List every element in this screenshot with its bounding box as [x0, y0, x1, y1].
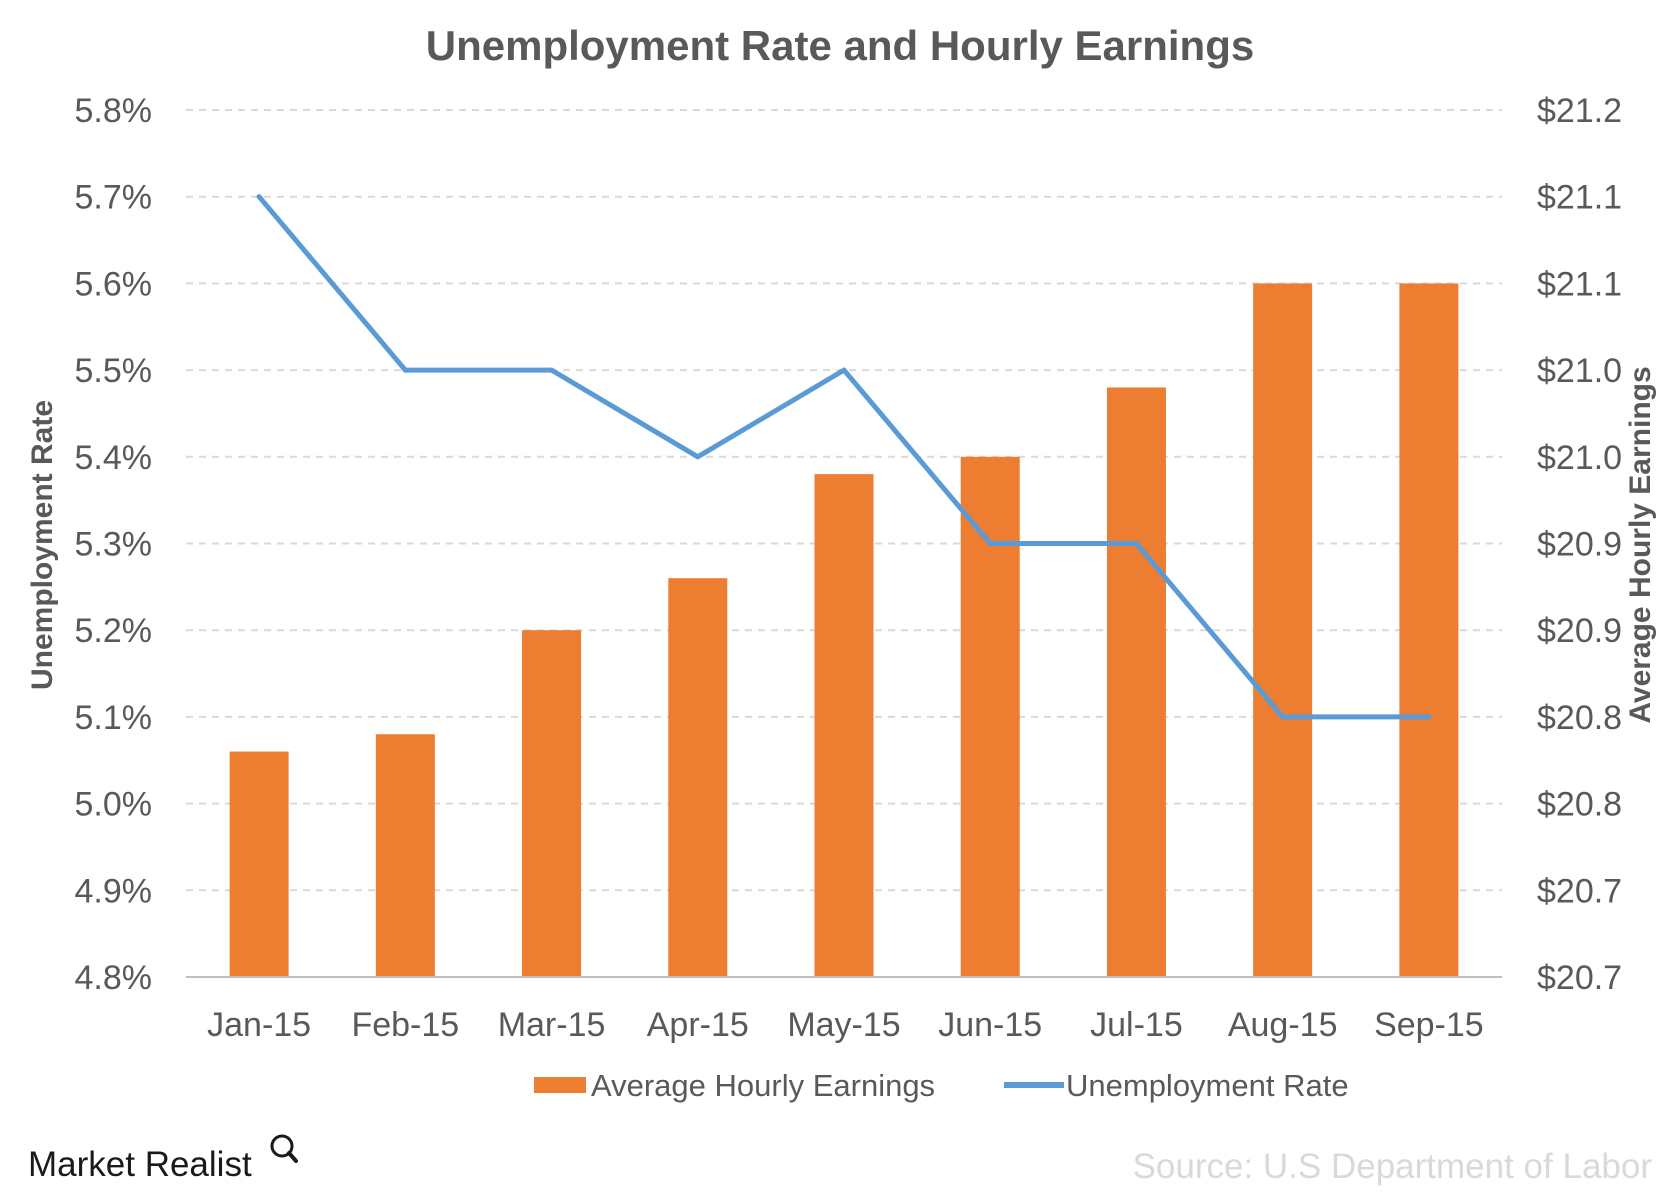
right-tick-label: $21.1	[1537, 179, 1622, 217]
left-tick-label: 4.9%	[75, 872, 153, 910]
x-axis-ticks: Jan-15 Feb-15 Mar-15 Apr-15 May-15 Jun-15 Jul-…	[207, 1006, 1484, 1044]
x-tick-label: Jul-15	[1090, 1006, 1183, 1044]
left-axis-title: Unemployment Rate	[26, 400, 59, 690]
earnings-bar	[522, 630, 582, 977]
legend-label-unemployment: Unemployment Rate	[1066, 1068, 1349, 1103]
right-tick-label: $21.1	[1537, 265, 1622, 303]
earnings-bar	[375, 734, 435, 977]
unemployment-point	[1426, 714, 1432, 720]
unemployment-point	[549, 367, 555, 373]
unemployment-point	[987, 541, 993, 546]
unemployment-point	[695, 454, 701, 460]
left-tick-label: 5.8%	[75, 92, 153, 130]
x-tick-label: May-15	[787, 1006, 900, 1044]
right-axis-title: Average Hourly Earnings	[1624, 366, 1657, 723]
left-tick-label: 4.8%	[75, 959, 153, 997]
legend-label-earnings: Average Hourly Earnings	[591, 1068, 935, 1103]
right-tick-label: $20.8	[1537, 699, 1622, 737]
logo-text: Market Realist	[28, 1145, 252, 1184]
right-tick-label: $20.7	[1537, 959, 1622, 997]
source-note: Source: U.S Department of Labor	[1133, 1147, 1653, 1186]
unemployment-point	[1133, 541, 1139, 546]
market-realist-logo: Market Realist	[28, 1134, 298, 1184]
left-axis-ticks: 4.8% 4.9% 5.0% 5.1% 5.2% 5.3% 5.4% 5.5% 5.6% 5.7%…	[75, 92, 153, 997]
right-tick-label: $21.0	[1537, 352, 1622, 390]
x-tick-label: Mar-15	[498, 1006, 606, 1044]
right-tick-label: $21.2	[1537, 92, 1622, 130]
legend-swatch-earnings	[534, 1077, 586, 1093]
x-tick-label: Sep-15	[1374, 1006, 1484, 1044]
left-tick-label: 5.1%	[75, 699, 153, 737]
left-tick-label: 5.6%	[75, 265, 153, 303]
right-tick-label: $20.8	[1537, 786, 1622, 824]
right-tick-label: $20.9	[1537, 526, 1622, 564]
magnifier-handle	[287, 1151, 298, 1163]
left-tick-label: 5.0%	[75, 786, 153, 824]
unemployment-point	[841, 367, 847, 373]
x-tick-label: Feb-15	[351, 1006, 459, 1044]
magnifier-icon	[270, 1134, 294, 1158]
left-tick-label: 5.7%	[75, 179, 153, 217]
x-tick-label: Aug-15	[1228, 1006, 1338, 1044]
x-tick-label: Jan-15	[207, 1006, 311, 1044]
legend: Average Hourly Earnings Unemployment Rat…	[534, 1068, 1349, 1103]
right-tick-label: $20.7	[1537, 872, 1622, 910]
x-tick-label: Apr-15	[647, 1006, 749, 1044]
right-tick-label: $20.9	[1537, 612, 1622, 650]
unemployment-point	[256, 194, 262, 200]
chart-title: Unemployment Rate and Hourly Earnings	[426, 22, 1254, 69]
right-axis-ticks: $20.7 $20.7 $20.8 $20.8 $20.9 $20.9 $21.0 $21.0…	[1537, 92, 1622, 997]
earnings-bar	[668, 578, 728, 977]
earnings-bar	[814, 474, 874, 977]
left-tick-label: 5.2%	[75, 612, 153, 650]
earnings-bar	[1399, 283, 1459, 977]
earnings-bar	[229, 751, 289, 977]
left-tick-label: 5.4%	[75, 439, 153, 477]
unemployment-line-layer	[256, 194, 1432, 720]
right-tick-label: $21.0	[1537, 439, 1622, 477]
left-tick-label: 5.3%	[75, 526, 153, 564]
earnings-bar	[1106, 387, 1166, 977]
earnings-bar	[960, 456, 1020, 977]
earnings-bars	[229, 283, 1459, 977]
unemployment-point	[1280, 714, 1286, 720]
x-tick-label: Jun-15	[938, 1006, 1042, 1044]
earnings-bar	[1253, 283, 1313, 977]
left-tick-label: 5.5%	[75, 352, 153, 390]
unemployment-point	[402, 367, 408, 373]
